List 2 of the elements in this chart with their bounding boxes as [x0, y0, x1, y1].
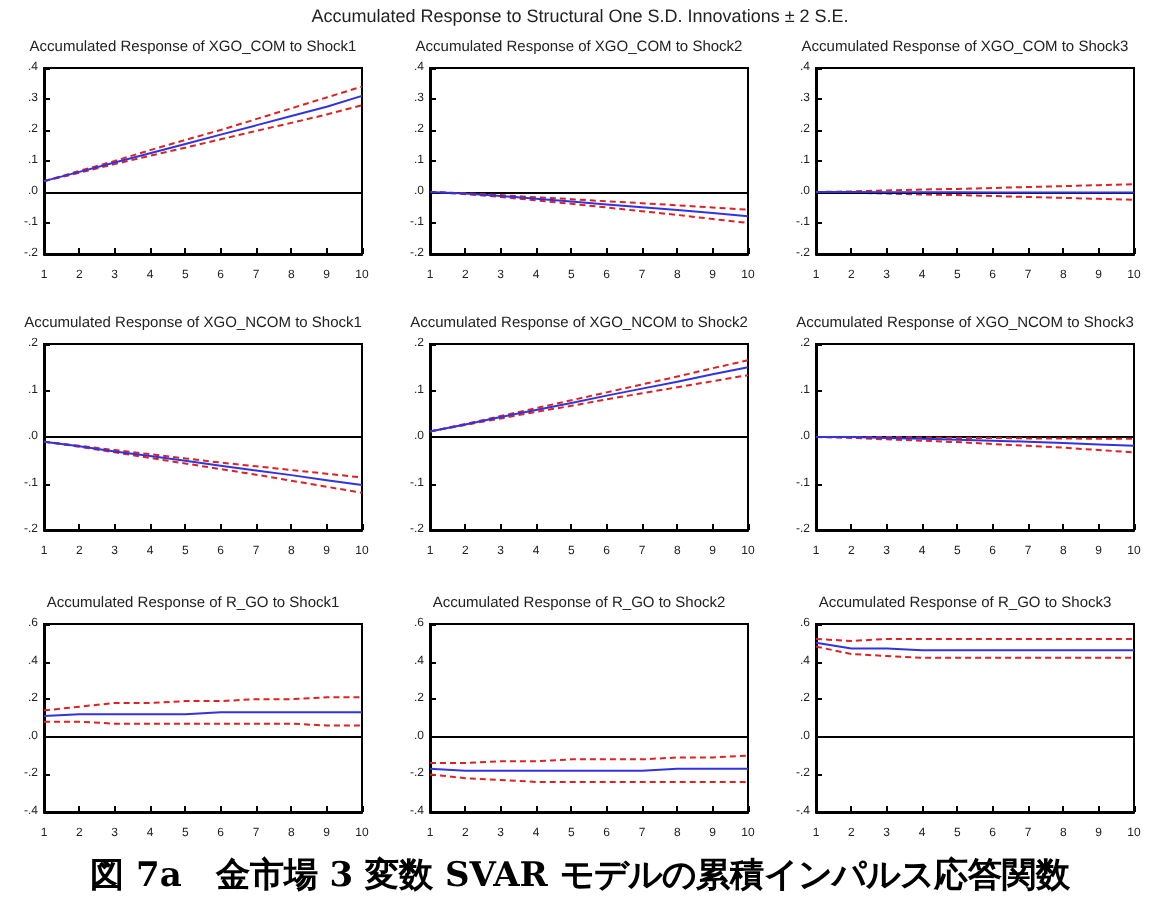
caption: 図 7a 金市場 3 変数 SVAR モデルの累積インパルス応答関数 — [88, 854, 1072, 898]
text: Accumulated Response to Structural One S.D. Innovations ± 2 S.E. — [309, 6, 851, 26]
